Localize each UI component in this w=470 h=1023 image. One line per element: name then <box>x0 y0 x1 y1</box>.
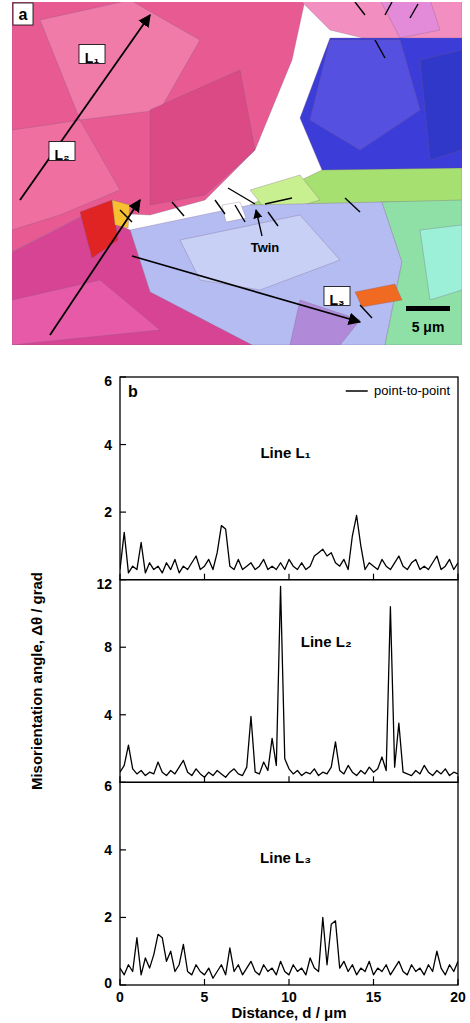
boundary-mark <box>410 4 418 18</box>
scale-bar <box>406 306 450 311</box>
x-tick-label: 15 <box>366 989 382 1005</box>
y-tick <box>120 917 126 918</box>
x-tick-label: 20 <box>450 989 466 1005</box>
scan-line-arrow <box>132 256 360 322</box>
grain <box>222 202 246 222</box>
y-tick-label: 2 <box>104 909 112 925</box>
y-tick <box>120 376 126 377</box>
grain <box>420 50 462 160</box>
line-title: Line L₃ <box>260 849 311 866</box>
y-tick-label: 8 <box>104 639 112 655</box>
legend-label: point-to-point <box>374 383 450 398</box>
panel-letter: b <box>128 383 138 400</box>
boundary-mark <box>235 205 245 222</box>
boundary-mark <box>375 40 385 58</box>
figure: L₁ L₂ L₃ Twin 5 μm a 2 4 6 Line L₁ point-to-point 4… <box>0 0 470 1023</box>
x-tick <box>204 979 205 985</box>
grain <box>112 200 130 228</box>
boundary-mark <box>268 212 278 226</box>
grain <box>300 2 462 42</box>
y-tick-label: 4 <box>104 842 112 858</box>
x-tick <box>457 979 458 985</box>
y-tick-label: 6 <box>104 373 112 389</box>
y-tick <box>120 647 126 648</box>
panel-letter-box <box>13 3 33 25</box>
x-tick <box>119 776 120 782</box>
scan-line-arrow <box>20 15 150 200</box>
y-tick <box>120 444 126 445</box>
x-tick <box>204 574 205 580</box>
y-tick <box>120 579 126 580</box>
y-tick-label: 2 <box>104 504 112 520</box>
x-tick-label: 10 <box>281 989 297 1005</box>
x-tick <box>373 574 374 580</box>
plot-frame <box>120 580 458 783</box>
x-axis-title: Distance, d / μm <box>231 1004 346 1021</box>
y-tick-label: 6 <box>104 778 112 794</box>
plot-frame <box>120 377 458 580</box>
x-tick <box>457 574 458 580</box>
grain <box>150 70 255 205</box>
orientation-map <box>12 2 462 345</box>
panel-letter: a <box>19 6 28 23</box>
grain <box>12 280 160 345</box>
plot-frame <box>120 782 458 985</box>
legend-swatch <box>346 390 368 392</box>
grain <box>80 200 118 258</box>
x-tick <box>119 979 120 985</box>
plot-area <box>120 917 458 978</box>
line-title: Line L₂ <box>301 633 352 650</box>
y-axis-title: Misorientation angle, Δθ / grad <box>28 572 45 790</box>
y-tick <box>120 512 126 513</box>
twin-arrow <box>228 188 255 204</box>
x-tick <box>373 776 374 782</box>
x-tick <box>457 776 458 782</box>
boundary-mark <box>385 2 392 15</box>
twin-label: Twin <box>251 240 280 255</box>
x-tick <box>288 776 289 782</box>
x-tick <box>119 574 120 580</box>
x-tick <box>288 574 289 580</box>
y-tick <box>120 782 126 783</box>
plot-area <box>120 586 458 777</box>
grain <box>290 300 360 345</box>
y-tick-label: 12 <box>96 576 112 592</box>
line-label: L₂ <box>55 147 70 163</box>
x-tick-label: 5 <box>201 989 209 1005</box>
twin-arrow <box>256 210 262 236</box>
y-tick-label: 4 <box>104 707 112 723</box>
y-tick-label: 4 <box>104 437 112 453</box>
data-line <box>120 586 458 777</box>
grain <box>310 40 420 150</box>
x-tick <box>288 979 289 985</box>
line-label: L₃ <box>329 292 344 308</box>
data-line <box>120 515 458 572</box>
scale-label: 5 μm <box>412 319 445 335</box>
plot-area <box>120 515 458 572</box>
y-tick <box>120 714 126 715</box>
grain <box>12 212 252 345</box>
scan-line-arrow <box>50 200 140 335</box>
grain <box>380 2 440 38</box>
y-tick <box>120 984 126 985</box>
boundary-mark <box>360 305 372 318</box>
data-line <box>120 917 458 978</box>
y-tick <box>120 849 126 850</box>
x-tick <box>373 979 374 985</box>
x-tick-label: 0 <box>116 989 124 1005</box>
grain <box>420 225 462 300</box>
boundary-mark <box>172 202 184 216</box>
y-tick-label: 0 <box>104 975 112 991</box>
boundary-mark <box>345 198 360 212</box>
boundary-mark <box>215 200 225 214</box>
grain <box>355 284 402 307</box>
twin-arrow <box>265 198 292 204</box>
line-label: L₁ <box>85 50 100 66</box>
line-title: Line L₁ <box>260 444 310 461</box>
boundary-mark <box>355 2 365 15</box>
grain <box>382 200 462 345</box>
grain <box>300 38 462 190</box>
